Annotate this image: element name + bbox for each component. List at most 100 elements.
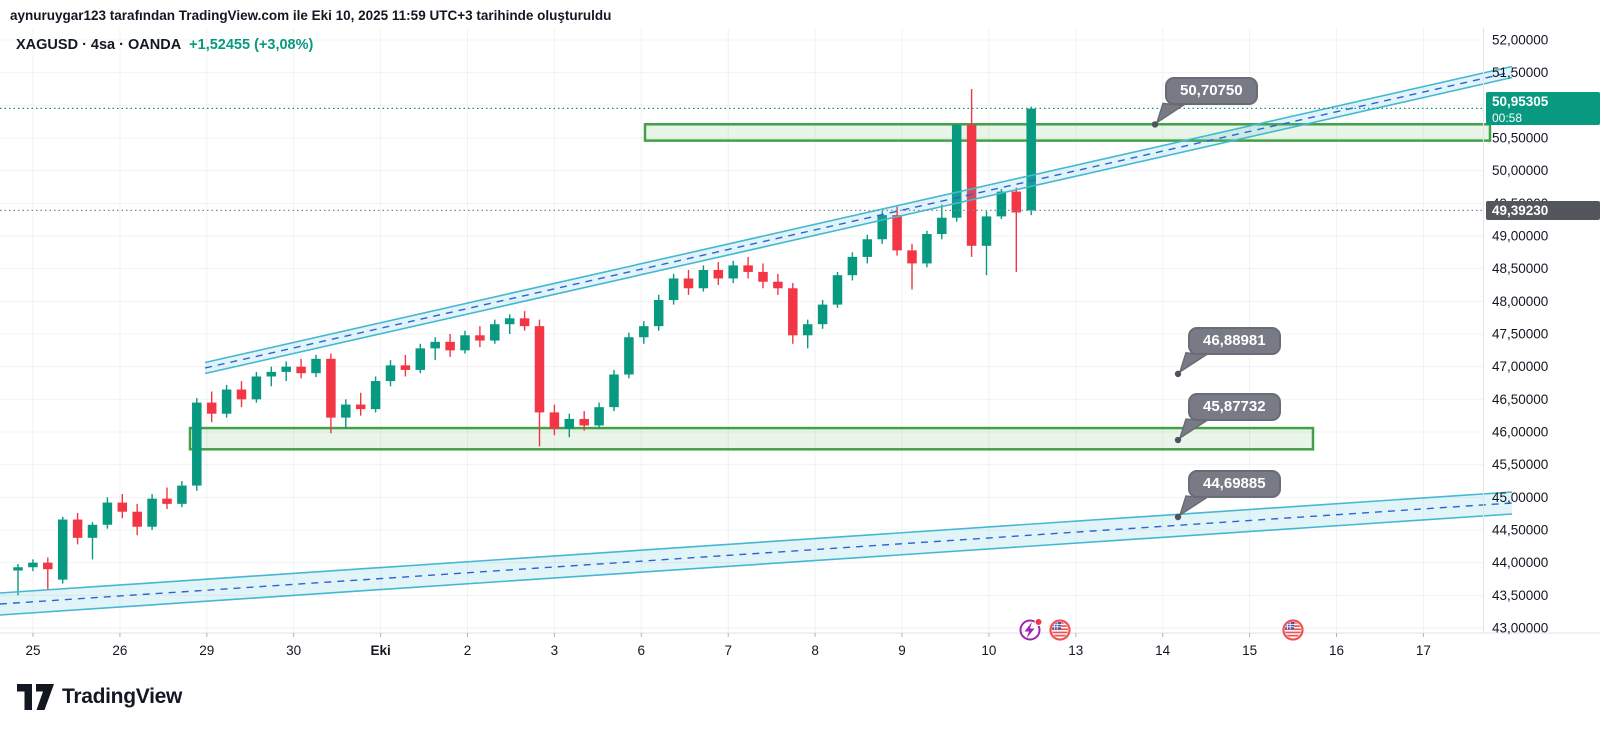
time-tick-label: 9 (898, 643, 906, 658)
candle-up (817, 304, 828, 325)
candle-down (907, 250, 917, 264)
last-price-value: 50,95305 (1492, 94, 1549, 109)
candle-down (355, 404, 366, 410)
time-tick-label: 2 (464, 643, 472, 658)
candle-up (698, 269, 709, 289)
price-callout[interactable]: 46,88981 (1188, 326, 1281, 355)
support-zone[interactable] (188, 426, 1315, 451)
candle-down (534, 326, 545, 413)
candle-up (147, 498, 157, 527)
candle-up (996, 191, 1007, 217)
attribution-text: aynuruygar123 tarafından TradingView.com… (10, 8, 612, 23)
price-callout[interactable]: 45,87732 (1188, 393, 1281, 421)
tradingview-logo[interactable]: TradingView (16, 684, 182, 710)
candle-up (668, 278, 679, 301)
price-tick-label: 43,00000 (1492, 620, 1548, 635)
candle-up (311, 358, 321, 374)
time-tick-label: 16 (1329, 643, 1344, 658)
candle-up (430, 341, 440, 349)
candle-up (1026, 108, 1036, 211)
price-zones (188, 123, 1492, 451)
price-tick-label: 51,50000 (1492, 65, 1548, 80)
candle-up (192, 402, 202, 486)
candle-down (400, 365, 411, 370)
callout-anchor-dot (1151, 121, 1159, 128)
candle-up (490, 324, 500, 341)
us-flag-icon[interactable] (1282, 619, 1304, 641)
us-flag-icon[interactable] (1049, 619, 1071, 641)
candle-down (519, 318, 530, 327)
candle-up (504, 318, 515, 325)
price-tick-label: 45,50000 (1492, 457, 1548, 472)
candle-up (877, 215, 887, 240)
time-tick-label: 3 (551, 643, 559, 658)
candle-up (251, 376, 262, 400)
candle-down (788, 288, 798, 336)
candle-up (281, 366, 291, 372)
last-price-badge: 50,95305 00:58 (1486, 92, 1600, 125)
price-tick-label: 52,00000 (1492, 33, 1548, 48)
candle-up (937, 217, 947, 235)
candle-up (609, 374, 619, 408)
callout-anchor-dot (1174, 436, 1182, 444)
time-tick-label: 6 (638, 643, 646, 658)
open-price-value: 49,39230 (1492, 203, 1549, 218)
candle-down (206, 402, 217, 414)
candle-down (549, 412, 560, 429)
candle-up (28, 562, 38, 568)
lightning-event-icon[interactable] (1019, 618, 1043, 641)
candle-up (802, 324, 813, 336)
candle-up (385, 365, 396, 382)
candle-up (951, 124, 962, 218)
price-callout[interactable]: 44,69885 (1188, 470, 1281, 498)
price-tick-label: 50,00000 (1492, 163, 1548, 178)
candle-down (326, 358, 336, 418)
candlestick-series (13, 88, 1036, 596)
price-tick-label: 45,00000 (1492, 490, 1548, 505)
time-tick-label: 10 (981, 643, 996, 658)
candle-up (862, 239, 873, 257)
candle-up (728, 265, 738, 279)
price-axis[interactable]: 52,0000051,5000051,0000050,5000050,00000… (1492, 33, 1548, 636)
candle-down (966, 124, 977, 246)
time-tick-label: 30 (286, 643, 301, 658)
axis-event-icons (1019, 618, 1304, 641)
price-tick-label: 47,00000 (1492, 359, 1548, 374)
time-tick-label: 15 (1242, 643, 1257, 658)
candle-down (683, 278, 694, 289)
time-tick-label: 14 (1155, 643, 1171, 658)
bar-countdown: 00:58 (1492, 111, 1523, 125)
candle-down (43, 562, 53, 570)
price-callout[interactable]: 50,70750 (1165, 77, 1258, 106)
candle-up (460, 335, 470, 351)
price-tick-label: 44,00000 (1492, 555, 1548, 570)
open-price-badge: 49,39230 (1486, 201, 1600, 220)
upper-trend-channel[interactable] (205, 66, 1512, 374)
candle-up (177, 485, 187, 504)
price-tick-label: 44,50000 (1492, 522, 1548, 537)
symbol-legend[interactable]: XAGUSD · 4sa · OANDA +1,52455 (+3,08%) (16, 37, 313, 53)
callout-anchor-dot (1174, 513, 1182, 521)
candle-down (296, 366, 306, 374)
candle-up (221, 389, 232, 414)
candle-up (102, 502, 113, 525)
time-tick-label: Eki (370, 643, 390, 658)
callout-anchors (1151, 102, 1209, 521)
candle-up (653, 300, 664, 327)
time-tick-label: 25 (25, 643, 40, 658)
price-tick-label: 46,00000 (1492, 424, 1548, 439)
candle-up (415, 348, 426, 370)
candle-down (236, 389, 247, 400)
time-axis[interactable]: 25 26 29 30 Eki 2 3 6 7 8 9 10 13 14 15 16 17 (25, 633, 1431, 658)
candle-down (445, 341, 455, 351)
time-tick-label: 8 (811, 643, 819, 658)
candle-down (162, 498, 172, 504)
candle-up (564, 418, 575, 429)
candle-up (266, 371, 277, 377)
resistance-zone[interactable] (643, 123, 1492, 142)
candle-up (639, 326, 649, 338)
candle-down (743, 265, 753, 272)
candle-down (1011, 191, 1022, 213)
candle-up (847, 256, 858, 276)
